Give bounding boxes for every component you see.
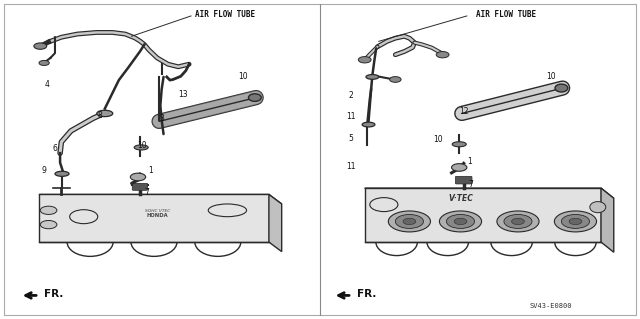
Circle shape	[40, 220, 57, 229]
Circle shape	[358, 56, 371, 63]
Ellipse shape	[555, 84, 568, 92]
Text: HONDA: HONDA	[147, 213, 168, 218]
Ellipse shape	[97, 110, 113, 117]
FancyBboxPatch shape	[132, 183, 148, 190]
Text: 5: 5	[348, 134, 353, 143]
Polygon shape	[269, 195, 282, 252]
Circle shape	[504, 214, 532, 228]
Text: 11: 11	[346, 162, 355, 171]
Text: AIR FLOW TUBE: AIR FLOW TUBE	[195, 11, 255, 19]
Circle shape	[403, 218, 416, 225]
Circle shape	[454, 218, 467, 225]
Text: SOHC VTEC: SOHC VTEC	[145, 209, 170, 213]
Text: 12: 12	[460, 107, 469, 116]
Text: 10: 10	[547, 72, 556, 81]
Circle shape	[436, 51, 449, 58]
Text: 13: 13	[178, 90, 188, 99]
Text: FR.: FR.	[44, 289, 63, 299]
FancyBboxPatch shape	[456, 176, 472, 184]
Circle shape	[34, 43, 47, 49]
Text: AIR FLOW TUBE: AIR FLOW TUBE	[476, 11, 536, 19]
Text: 7: 7	[144, 188, 148, 197]
Ellipse shape	[590, 202, 606, 213]
Polygon shape	[365, 188, 601, 242]
Circle shape	[452, 164, 467, 171]
Circle shape	[554, 211, 596, 232]
Text: SV43-E0800: SV43-E0800	[530, 303, 572, 308]
Circle shape	[569, 218, 582, 225]
Ellipse shape	[366, 75, 379, 79]
Circle shape	[40, 206, 57, 214]
Text: 4: 4	[44, 80, 49, 89]
Circle shape	[561, 214, 589, 228]
Ellipse shape	[55, 171, 69, 176]
Text: 10: 10	[138, 141, 147, 150]
Circle shape	[497, 211, 539, 232]
Circle shape	[131, 173, 146, 181]
Circle shape	[511, 218, 524, 225]
Text: 10: 10	[433, 135, 443, 144]
Text: 1: 1	[468, 157, 472, 166]
Text: 7: 7	[468, 181, 473, 189]
Polygon shape	[39, 195, 282, 204]
Text: 6: 6	[52, 144, 58, 153]
Text: 1: 1	[148, 166, 153, 175]
Ellipse shape	[134, 145, 148, 150]
Circle shape	[390, 77, 401, 82]
Text: V·TEC: V·TEC	[448, 194, 473, 204]
Text: FR.: FR.	[357, 289, 376, 299]
Text: 2: 2	[348, 91, 353, 100]
Circle shape	[447, 214, 474, 228]
Text: 8: 8	[97, 111, 102, 120]
Ellipse shape	[452, 142, 467, 147]
Text: 3: 3	[159, 114, 164, 123]
Circle shape	[39, 60, 49, 65]
Circle shape	[396, 214, 424, 228]
Circle shape	[440, 211, 481, 232]
Circle shape	[388, 211, 431, 232]
Ellipse shape	[362, 122, 375, 127]
Ellipse shape	[248, 94, 261, 101]
Polygon shape	[39, 195, 269, 242]
Polygon shape	[601, 188, 614, 252]
Text: 10: 10	[239, 72, 248, 81]
Polygon shape	[365, 188, 614, 198]
Text: 11: 11	[346, 112, 355, 121]
Text: 9: 9	[42, 167, 47, 175]
